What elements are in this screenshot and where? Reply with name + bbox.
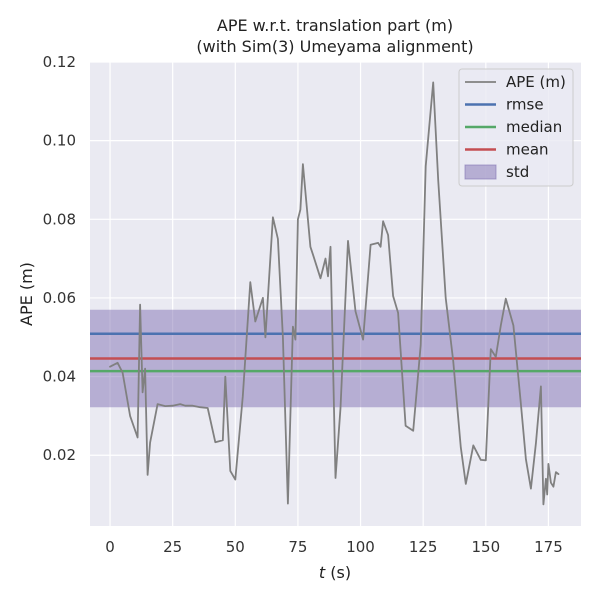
legend-swatch-std bbox=[464, 164, 497, 180]
legend-box bbox=[458, 68, 574, 187]
x-tick-label: 150 bbox=[471, 538, 500, 556]
x-tick-label: 100 bbox=[346, 538, 375, 556]
y-axis-label: APE (m) bbox=[17, 262, 36, 326]
x-tick-label: 25 bbox=[163, 538, 182, 556]
y-tick-label: 0.10 bbox=[43, 132, 76, 150]
x-axis-label-unit: (s) bbox=[325, 563, 351, 582]
y-tick-label: 0.04 bbox=[43, 368, 76, 386]
y-tick-labels: 0.02 0.04 0.06 0.08 0.10 0.12 bbox=[43, 53, 76, 464]
legend-label-median: median bbox=[506, 118, 562, 136]
x-tick-label: 125 bbox=[409, 538, 438, 556]
legend-label-ape: APE (m) bbox=[506, 73, 566, 91]
chart-title: APE w.r.t. translation part (m) bbox=[217, 16, 453, 35]
x-tick-label: 0 bbox=[105, 538, 115, 556]
x-tick-label: 75 bbox=[288, 538, 307, 556]
x-axis-label: t (s) bbox=[319, 563, 351, 582]
legend: APE (m) rmse median mean std bbox=[458, 68, 574, 187]
y-tick-label: 0.08 bbox=[43, 210, 76, 228]
legend-label-std: std bbox=[506, 163, 529, 181]
ape-series-line bbox=[109, 81, 560, 506]
y-tick-label: 0.06 bbox=[43, 289, 76, 307]
y-tick-label: 0.12 bbox=[43, 53, 76, 71]
series-layer bbox=[109, 81, 560, 506]
x-tick-label: 50 bbox=[226, 538, 245, 556]
x-tick-labels: 0 25 50 75 100 125 150 175 bbox=[105, 538, 562, 556]
x-axis-label-var: t bbox=[319, 563, 326, 582]
y-tick-label: 0.02 bbox=[43, 446, 76, 464]
legend-label-rmse: rmse bbox=[506, 96, 544, 114]
chart-subtitle: (with Sim(3) Umeyama alignment) bbox=[196, 37, 473, 56]
x-tick-label: 175 bbox=[534, 538, 563, 556]
legend-label-mean: mean bbox=[506, 141, 549, 159]
